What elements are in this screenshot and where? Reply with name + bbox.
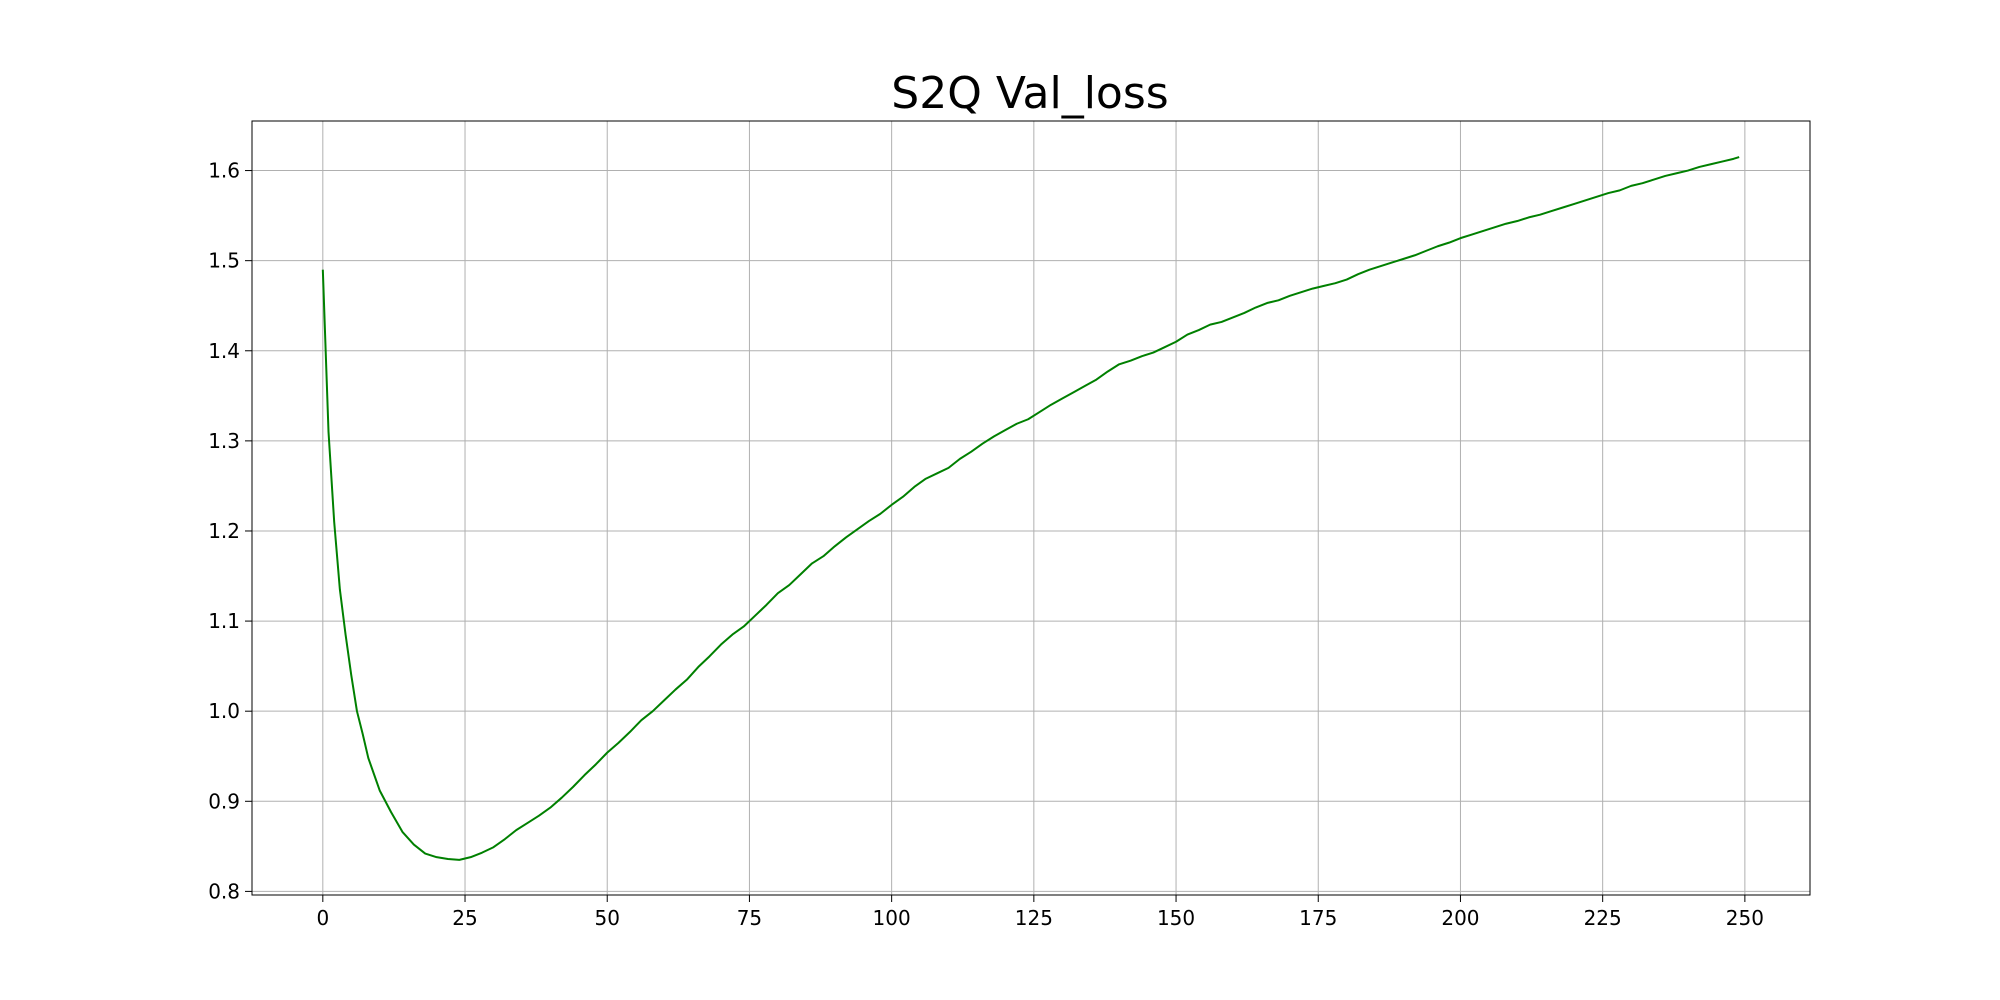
x-tick-label: 150 — [1157, 906, 1195, 930]
grid — [252, 121, 1810, 895]
y-tick-label: 1.0 — [208, 699, 240, 723]
x-tick-label: 100 — [873, 906, 911, 930]
x-tick-label: 50 — [595, 906, 620, 930]
plot-area — [321, 156, 1740, 861]
y-tick-label: 1.2 — [208, 519, 240, 543]
plot-frame — [251, 120, 1811, 896]
y-tick-label: 0.8 — [208, 879, 240, 903]
y-tick-label: 1.3 — [208, 429, 240, 453]
y-tick-label: 0.9 — [208, 789, 240, 813]
series-line — [321, 156, 1740, 861]
y-tick-label: 1.4 — [208, 339, 240, 363]
x-tick-label: 75 — [737, 906, 762, 930]
x-tick-label: 0 — [316, 906, 329, 930]
y-tick-label: 1.1 — [208, 609, 240, 633]
x-tick-label: 200 — [1441, 906, 1479, 930]
x-tick-label: 175 — [1299, 906, 1337, 930]
x-tick-label: 225 — [1584, 906, 1622, 930]
y-tick-label: 1.5 — [208, 249, 240, 273]
axes: 0 25 50 75 100 125 150 175 200 225 250 0.8 0.9 1.0 1.1… — [208, 159, 1764, 930]
x-tick-label: 125 — [1015, 906, 1053, 930]
chart-title: S2Q Val_loss — [891, 68, 1168, 119]
x-tick-label: 25 — [452, 906, 477, 930]
y-tick-label: 1.6 — [208, 159, 240, 183]
x-tick-label: 250 — [1726, 906, 1764, 930]
